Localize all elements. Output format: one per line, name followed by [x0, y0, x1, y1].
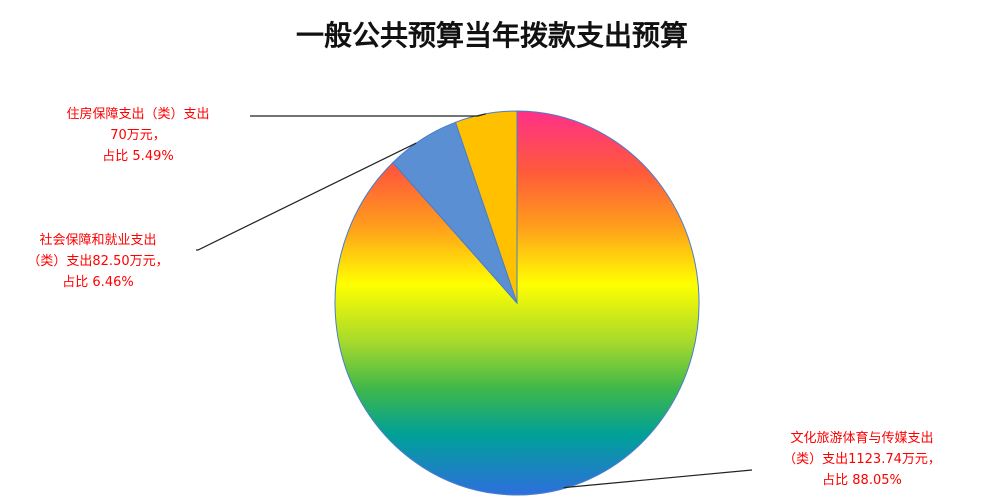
data-label-line: 占比 88.05%: [822, 473, 902, 488]
chart-title: 一般公共预算当年拨款支出预算: [295, 19, 688, 52]
data-label-line: 70万元，: [110, 128, 166, 143]
leader-lines: [196, 113, 753, 489]
label-housing: 住房保障支出（类）支出 70万元， 占比 5.49%: [20, 104, 256, 167]
label-culture-tourism: 文化旅游体育与传媒支出 （类）支出1123.74万元， 占比 88.05%: [742, 428, 982, 491]
pie-slices: [334, 110, 700, 496]
data-label-line: （类）支出82.50万元，: [27, 254, 169, 269]
label-social-security: 社会保障和就业支出 （类）支出82.50万元， 占比 6.46%: [0, 230, 196, 293]
data-label-line: 社会保障和就业支出: [39, 233, 157, 248]
leader-line: [196, 142, 417, 251]
leader-line: [563, 469, 753, 489]
leader-line: [250, 113, 486, 117]
data-label-line: 占比 6.46%: [62, 275, 134, 290]
data-label-line: 占比 5.49%: [102, 149, 174, 164]
data-label-line: 住房保障支出（类）支出: [66, 107, 210, 122]
slice-housing: [454, 110, 518, 304]
data-label-line: （类）支出1123.74万元，: [783, 452, 941, 467]
data-label-line: 文化旅游体育与传媒支出: [790, 431, 934, 446]
